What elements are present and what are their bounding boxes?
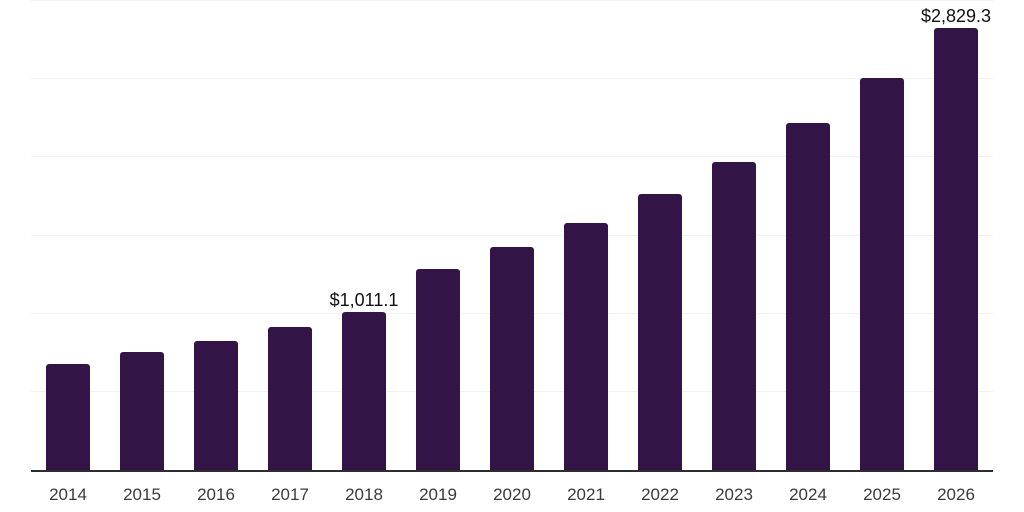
bar-slot-2026: $2,829.3 — [919, 1, 993, 470]
plot-area: $1,011.1 $2,829.3 — [31, 0, 993, 470]
bar-2023 — [712, 161, 756, 470]
x-tick-label-2020: 2020 — [493, 485, 531, 504]
bar-slot-2018: $1,011.1 — [327, 1, 401, 470]
bar-2014 — [46, 363, 90, 470]
x-tick-label-2016: 2016 — [197, 485, 235, 504]
bar-2019 — [416, 269, 460, 470]
data-label-2018: $1,011.1 — [329, 289, 399, 310]
x-tick-label-2025: 2025 — [863, 485, 901, 504]
bar-2015 — [120, 352, 164, 470]
gridline-2000 — [31, 156, 993, 158]
x-tick-label-2026: 2026 — [937, 485, 975, 504]
x-axis-line — [31, 470, 993, 472]
gridline-2500 — [31, 78, 993, 80]
bar-2024 — [786, 122, 830, 470]
bar-2017 — [268, 327, 312, 470]
bar-2026 — [934, 27, 978, 470]
gridline-1500 — [31, 234, 993, 236]
x-tick-label-2019: 2019 — [419, 485, 457, 504]
bar-slot-2024 — [771, 1, 845, 470]
gridline-3000 — [31, 0, 993, 1]
bar-2025 — [860, 78, 904, 470]
x-tick-label-2014: 2014 — [49, 485, 87, 504]
bar-2022 — [638, 193, 682, 470]
bar-slot-2019 — [401, 1, 475, 470]
bar-slot-2020 — [475, 1, 549, 470]
bar-slot-2015 — [105, 1, 179, 470]
x-tick-label-2015: 2015 — [123, 485, 161, 504]
bar-slot-2023 — [697, 1, 771, 470]
bar-slot-2025 — [845, 1, 919, 470]
x-tick-label-2017: 2017 — [271, 485, 309, 504]
x-tick-label-2023: 2023 — [715, 485, 753, 504]
bar-2018 — [342, 311, 386, 470]
bar-2021 — [564, 222, 608, 470]
bar-slot-2016 — [179, 1, 253, 470]
x-tick-label-2018: 2018 — [345, 485, 383, 504]
data-label-2026: $2,829.3 — [920, 5, 992, 26]
x-tick-label-2022: 2022 — [641, 485, 679, 504]
bar-slot-2014 — [31, 1, 105, 470]
x-axis-labels: 2014 2015 2016 2017 2018 2019 2020 2021 2022 2023… — [31, 484, 993, 505]
bar-slot-2022 — [623, 1, 697, 470]
bar-slot-2021 — [549, 1, 623, 470]
x-tick-label-2024: 2024 — [789, 485, 827, 504]
bars: $1,011.1 $2,829.3 — [31, 1, 993, 470]
x-tick-label-2021: 2021 — [567, 485, 605, 504]
bar-slot-2017 — [253, 1, 327, 470]
bar-2016 — [194, 340, 238, 470]
bar-2020 — [490, 246, 534, 470]
